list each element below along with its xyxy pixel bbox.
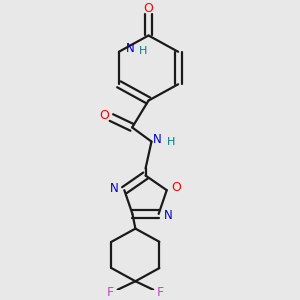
Text: N: N	[153, 133, 162, 146]
Text: O: O	[100, 109, 110, 122]
Text: F: F	[157, 286, 164, 299]
Text: H: H	[167, 137, 175, 147]
Text: N: N	[110, 182, 118, 195]
Text: O: O	[171, 182, 181, 194]
Text: H: H	[139, 46, 148, 56]
Text: N: N	[164, 209, 172, 222]
Text: F: F	[106, 286, 114, 299]
Text: N: N	[125, 42, 134, 56]
Text: O: O	[144, 2, 154, 14]
